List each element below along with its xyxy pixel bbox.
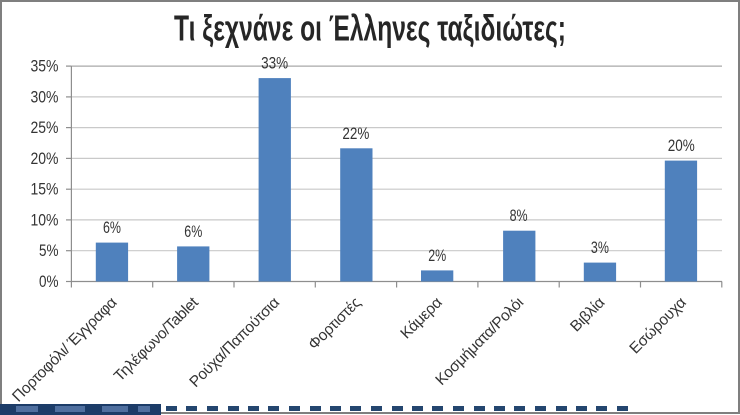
svg-text:10%: 10%: [31, 211, 59, 229]
svg-text:33%: 33%: [261, 55, 288, 73]
svg-text:35%: 35%: [31, 58, 59, 76]
svg-text:6%: 6%: [184, 223, 202, 241]
svg-text:20%: 20%: [31, 150, 59, 168]
svg-text:0%: 0%: [39, 273, 59, 291]
svg-text:Τι ξεχνάνε οι Έλληνες ταξιδιώτ: Τι ξεχνάνε οι Έλληνες ταξιδιώτες;: [174, 7, 566, 48]
svg-text:30%: 30%: [31, 88, 59, 106]
svg-text:2%: 2%: [428, 247, 446, 265]
svg-text:15%: 15%: [31, 181, 59, 199]
svg-text:25%: 25%: [31, 119, 59, 137]
svg-text:22%: 22%: [342, 125, 369, 143]
svg-text:20%: 20%: [668, 137, 695, 155]
svg-text:3%: 3%: [591, 239, 609, 257]
svg-text:5%: 5%: [39, 242, 59, 260]
svg-text:6%: 6%: [103, 219, 121, 237]
svg-text:8%: 8%: [510, 207, 528, 225]
